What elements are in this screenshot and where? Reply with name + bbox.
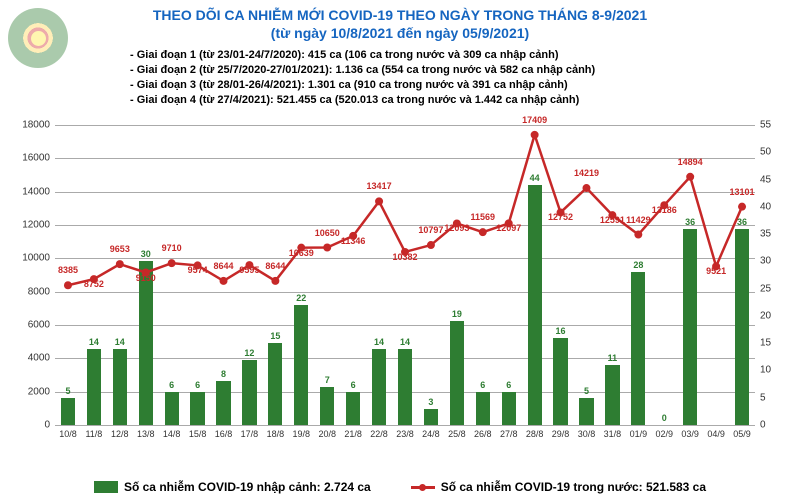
line-marker <box>349 232 357 240</box>
y-right-tick: 35 <box>760 229 785 240</box>
y-right-tick: 20 <box>760 310 785 321</box>
ministry-seal-icon <box>8 8 68 68</box>
line-marker <box>505 219 513 227</box>
line-marker <box>401 248 409 256</box>
line-marker <box>686 173 694 181</box>
line-marker <box>608 211 616 219</box>
title-line-1: THEO DÕI CA NHIỄM MỚI COVID-19 THEO NGÀY… <box>0 6 800 24</box>
line-marker <box>142 269 150 277</box>
phase-2: - Giai đoạn 2 (từ 25/7/2020-27/01/2021):… <box>130 63 800 78</box>
y-left-tick: 2000 <box>15 386 50 397</box>
line-marker <box>220 277 228 285</box>
legend-line-label: Số ca nhiễm COVID-19 trong nước: 521.583… <box>441 480 706 494</box>
line-marker <box>453 219 461 227</box>
y-left-tick: 0 <box>15 420 50 431</box>
line-marker <box>427 241 435 249</box>
line-marker <box>582 184 590 192</box>
y-left-tick: 6000 <box>15 320 50 331</box>
legend-bar: Số ca nhiễm COVID-19 nhập cảnh: 2.724 ca <box>94 480 371 494</box>
y-left-tick: 16000 <box>15 153 50 164</box>
y-right-tick: 30 <box>760 256 785 267</box>
line-marker <box>712 262 720 270</box>
line-marker <box>194 261 202 269</box>
line-marker <box>297 244 305 252</box>
y-right-tick: 10 <box>760 365 785 376</box>
line-marker <box>245 261 253 269</box>
line-marker <box>660 201 668 209</box>
legend-bar-label: Số ca nhiễm COVID-19 nhập cảnh: 2.724 ca <box>124 480 371 494</box>
line-marker <box>90 275 98 283</box>
y-right-tick: 55 <box>760 120 785 131</box>
line-marker <box>531 131 539 139</box>
title-line-2: (từ ngày 10/8/2021 đến ngày 05/9/2021) <box>0 24 800 42</box>
y-right-tick: 0 <box>760 420 785 431</box>
plot-area: 0200040006000800010000120001400016000180… <box>55 125 755 425</box>
chart-title: THEO DÕI CA NHIỄM MỚI COVID-19 THEO NGÀY… <box>0 0 800 42</box>
y-left-tick: 4000 <box>15 353 50 364</box>
line-marker <box>64 281 72 289</box>
line-marker <box>375 197 383 205</box>
line-marker <box>634 231 642 239</box>
phase-4: - Giai đoạn 4 (từ 27/4/2021): 521.455 ca… <box>130 93 800 108</box>
line-marker <box>479 228 487 236</box>
legend-line: Số ca nhiễm COVID-19 trong nước: 521.583… <box>411 480 706 494</box>
line-marker <box>557 208 565 216</box>
line-marker <box>323 244 331 252</box>
y-right-tick: 50 <box>760 147 785 158</box>
x-tick-label: 05/9 <box>727 429 757 439</box>
line-swatch-icon <box>411 486 435 489</box>
phase-1: - Giai đoạn 1 (từ 23/01-24/7/2020): 415 … <box>130 48 800 63</box>
line-value-label: 17409 <box>515 115 555 125</box>
y-left-tick: 8000 <box>15 286 50 297</box>
chart-container: THEO DÕI CA NHIỄM MỚI COVID-19 THEO NGÀY… <box>0 0 800 500</box>
legend: Số ca nhiễm COVID-19 nhập cảnh: 2.724 ca… <box>0 480 800 494</box>
y-left-tick: 18000 <box>15 120 50 131</box>
line-marker <box>116 260 124 268</box>
phase-3: - Giai đoạn 3 (từ 28/01-26/4/2021): 1.30… <box>130 78 800 93</box>
y-left-tick: 14000 <box>15 186 50 197</box>
line-marker <box>738 203 746 211</box>
phase-notes: - Giai đoạn 1 (từ 23/01-24/7/2020): 415 … <box>130 48 800 107</box>
bar-swatch-icon <box>94 481 118 493</box>
y-right-tick: 40 <box>760 201 785 212</box>
y-right-tick: 45 <box>760 174 785 185</box>
y-left-tick: 10000 <box>15 253 50 264</box>
y-right-tick: 5 <box>760 392 785 403</box>
y-right-tick: 15 <box>760 338 785 349</box>
line-marker <box>271 277 279 285</box>
line-marker <box>168 259 176 267</box>
y-right-tick: 25 <box>760 283 785 294</box>
grid-line <box>55 425 755 426</box>
y-left-tick: 12000 <box>15 220 50 231</box>
